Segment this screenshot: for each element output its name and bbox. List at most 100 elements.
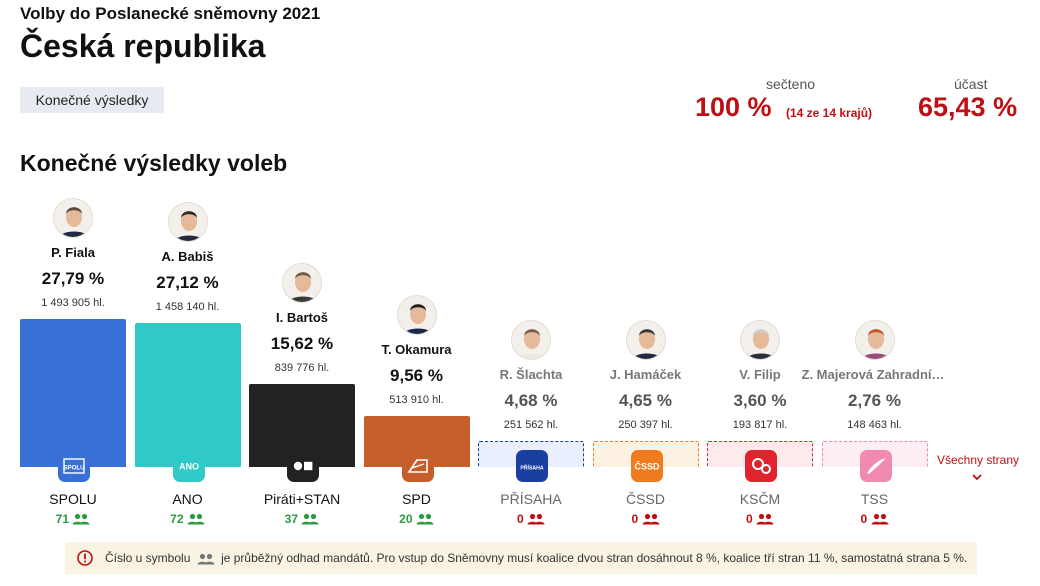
party-column[interactable]: Z. Majerová Zahradníková 2,76 % 148 463 hl… xyxy=(802,0,948,586)
party-logo-icon xyxy=(401,450,434,482)
seats-icon xyxy=(527,513,545,525)
leader-avatar xyxy=(282,262,322,303)
seats-icon xyxy=(187,513,205,525)
seat-count: 71 xyxy=(55,511,69,526)
people-icon xyxy=(197,553,215,565)
party-column[interactable]: T. Okamura 9,56 % 513 910 hl. SPD 20 xyxy=(363,0,470,586)
seats-icon xyxy=(756,513,774,525)
seat-estimate: 0 xyxy=(697,511,823,526)
vote-count: 250 397 hl. xyxy=(618,419,673,431)
leader-portrait-icon xyxy=(283,263,321,302)
leader-name: Z. Majerová Zahradníková xyxy=(801,367,948,382)
party-logo-icon: PŘÍSAHA xyxy=(516,450,548,482)
party-name: ČSSD xyxy=(626,491,665,507)
party-logo-icon xyxy=(859,450,892,482)
seat-estimate: 0 xyxy=(583,511,709,526)
notice-text: Číslo u symbolu je průběžný odhad mandát… xyxy=(105,551,968,565)
vote-percentage: 27,79 % xyxy=(41,269,105,289)
leader-portrait-icon xyxy=(512,321,550,359)
turnout-value: 65,43 % xyxy=(918,92,1018,122)
seat-estimate: 0 xyxy=(812,511,938,526)
seat-estimate-notice: Číslo u symbolu je průběžný odhad mandát… xyxy=(65,542,977,574)
turnout-label: účast xyxy=(954,76,988,92)
leader-avatar xyxy=(625,320,666,360)
party-column[interactable]: I. Bartoš 15,62 % 839 776 hl. Piráti+STAN 37 xyxy=(249,0,355,586)
vote-count: 513 910 hl. xyxy=(389,394,444,407)
seat-estimate: 72 xyxy=(125,511,251,526)
vote-count: 1 458 140 hl. xyxy=(155,300,220,313)
election-subtitle: Volby do Poslanecké sněmovny 2021 xyxy=(20,4,321,23)
vote-percentage: 4,65 % xyxy=(619,391,672,410)
info-icon xyxy=(77,550,93,566)
party-column[interactable]: V. Filip 3,60 % 193 817 hl. KSČM 0 xyxy=(707,0,813,586)
result-bar xyxy=(20,319,126,467)
vote-count: 193 817 hl. xyxy=(732,419,788,431)
svg-text:ANO: ANO xyxy=(179,462,199,472)
party-name: TSS xyxy=(860,491,889,507)
vote-count: 148 463 hl. xyxy=(847,419,902,431)
party-column[interactable]: P. Fiala 27,79 % 1 493 905 hl. SPOLU SPOLU 71 xyxy=(20,0,126,586)
counted-value: 100 % xyxy=(695,92,772,122)
party-logo-icon xyxy=(287,450,319,482)
leader-portrait-icon xyxy=(397,296,436,335)
leader-portrait-icon xyxy=(168,202,207,241)
leader-avatar xyxy=(53,198,93,239)
svg-text:PŘÍSAHA: PŘÍSAHA xyxy=(520,464,544,472)
seat-count: 0 xyxy=(745,511,753,526)
seat-count: 37 xyxy=(284,511,298,526)
seat-count: 0 xyxy=(860,511,868,526)
seat-count: 0 xyxy=(516,511,524,526)
seat-estimate: 71 xyxy=(10,511,136,526)
party-name: PŘÍSAHA xyxy=(500,491,562,507)
seat-count: 0 xyxy=(631,511,639,526)
results-status-tag: Konečné výsledky xyxy=(20,87,164,113)
party-column[interactable]: A. Babiš 27,12 % 1 458 140 hl. ANO ANO 72 xyxy=(134,0,241,586)
seats-icon xyxy=(301,513,319,525)
party-logo-icon: ČSSD xyxy=(630,450,663,482)
counted-label: sečteno xyxy=(766,76,816,92)
party-name: Piráti+STAN xyxy=(263,491,341,507)
party-logo-icon xyxy=(745,450,777,482)
seat-estimate: 37 xyxy=(239,511,365,526)
party-column[interactable]: J. Hamáček 4,65 % 250 397 hl. ČSSD ČSSD 0 xyxy=(592,0,699,586)
party-name: SPOLU xyxy=(49,491,97,507)
leader-portrait-icon xyxy=(54,199,92,238)
party-column[interactable]: R. Šlachta 4,68 % 251 562 hl. PŘÍSAHA PŘÍSAH… xyxy=(478,0,584,586)
party-name: SPD xyxy=(402,491,431,507)
vote-percentage: 2,76 % xyxy=(848,391,901,410)
vote-percentage: 4,68 % xyxy=(504,391,558,410)
leader-avatar xyxy=(396,295,437,336)
counted-note: (14 ze 14 krajů) xyxy=(786,106,873,120)
vote-count: 839 776 hl. xyxy=(274,361,330,374)
leader-avatar xyxy=(740,320,780,360)
party-logo-icon: ANO xyxy=(172,450,205,482)
seats-icon xyxy=(642,513,660,525)
result-bar xyxy=(134,322,241,467)
all-parties-link[interactable]: Všechny strany xyxy=(936,453,1020,467)
leader-name: A. Babiš xyxy=(161,248,214,264)
seats-icon xyxy=(72,513,90,525)
seats-icon xyxy=(871,513,889,525)
chevron-down-icon[interactable] xyxy=(968,468,986,486)
seat-count: 72 xyxy=(170,511,184,526)
leader-name: I. Bartoš xyxy=(275,309,328,325)
leader-avatar xyxy=(854,320,895,360)
leader-portrait-icon xyxy=(741,321,779,359)
vote-count: 251 562 hl. xyxy=(503,419,559,431)
leader-avatar xyxy=(511,320,551,360)
page-title: Česká republika xyxy=(20,28,266,64)
party-name: ANO xyxy=(172,491,203,507)
leader-portrait-icon xyxy=(855,321,894,359)
vote-percentage: 3,60 % xyxy=(733,391,787,410)
seat-count: 20 xyxy=(399,511,413,526)
vote-percentage: 27,12 % xyxy=(156,272,219,292)
party-logo-icon: SPOLU xyxy=(58,450,90,482)
seats-icon xyxy=(416,513,434,525)
vote-percentage: 15,62 % xyxy=(270,333,334,353)
seat-estimate: 20 xyxy=(354,511,480,526)
leader-name: T. Okamura xyxy=(381,342,452,358)
section-title: Konečné výsledky voleb xyxy=(20,150,288,176)
vote-percentage: 9,56 % xyxy=(390,366,443,386)
leader-avatar xyxy=(167,201,208,242)
vote-count: 1 493 905 hl. xyxy=(41,297,105,310)
